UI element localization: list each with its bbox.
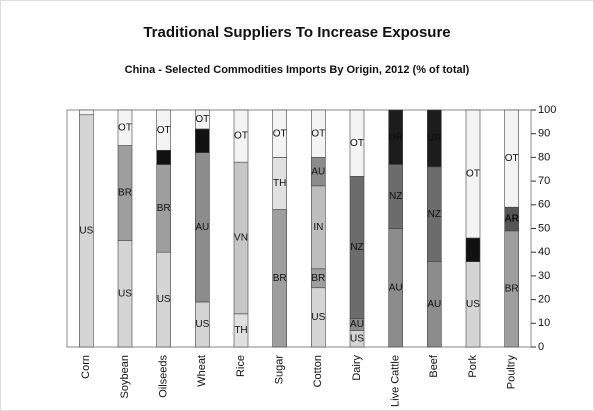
segment-label: UR	[388, 132, 403, 143]
bar-segment	[79, 109, 94, 116]
x-tick-label: Wheat	[196, 355, 208, 387]
segment-label: US	[79, 226, 93, 237]
segment-label: AU	[427, 299, 441, 310]
y-tick-label: 70	[538, 175, 550, 187]
x-tick-label: Poultry	[506, 355, 518, 390]
segment-label: US	[118, 288, 132, 299]
segment-label: AU	[311, 166, 325, 177]
segment-label: US	[466, 299, 480, 310]
segment-label: US	[195, 319, 209, 330]
y-tick-label: 80	[538, 151, 550, 163]
segment-label: CN	[195, 135, 209, 146]
segment-label: BR	[157, 203, 171, 214]
segment-label: OT	[195, 114, 209, 125]
segment-label: OT	[311, 128, 325, 139]
segment-label: BR	[273, 273, 287, 284]
y-tick-label: 10	[538, 317, 550, 329]
chart-title: Traditional Suppliers To Increase Exposu…	[143, 24, 450, 41]
segment-label: BR	[311, 273, 325, 284]
segment-label: AU	[389, 282, 403, 293]
segment-label: TH	[234, 325, 247, 336]
segment-label: OT	[466, 169, 480, 180]
x-tick-label: Sugar	[274, 355, 286, 385]
x-tick-label: Pork	[467, 355, 479, 378]
segment-label: OT	[118, 122, 132, 133]
segment-label: US	[311, 312, 325, 323]
x-tick-label: Rice	[235, 355, 247, 377]
segment-label: CN	[466, 244, 480, 255]
segment-label: UR	[427, 133, 442, 144]
bar-segment	[349, 109, 365, 177]
bar-segment	[504, 109, 519, 208]
x-tick-label: Corn	[80, 355, 92, 379]
x-tick-label: Beef	[428, 354, 440, 378]
segment-label: OT	[273, 128, 287, 139]
x-tick-label: Soybean	[119, 355, 131, 398]
x-tick-label: Cotton	[312, 355, 324, 387]
segment-label: OT	[505, 153, 519, 164]
segment-label: OT	[234, 131, 248, 142]
bar-segment	[233, 109, 249, 163]
segment-label: IN	[313, 222, 323, 233]
segment-label: NZ	[428, 209, 441, 220]
segment-label: AU	[195, 222, 209, 233]
bar-segment	[311, 109, 326, 158]
x-tick-label: Live Cattle	[390, 355, 402, 407]
segment-label: TH	[273, 178, 286, 189]
bar-segment	[388, 109, 403, 165]
chart-subtitle: China - Selected Commodities Imports By …	[125, 64, 470, 76]
segment-label: US	[350, 333, 364, 344]
segment-label: BR	[505, 284, 519, 295]
bar-segment	[195, 109, 210, 130]
bar-segment	[117, 109, 133, 146]
y-tick-label: 30	[538, 270, 550, 282]
segment-label: AR	[504, 214, 519, 225]
y-tick-label: 90	[538, 128, 550, 140]
bar-segment	[156, 109, 171, 151]
segment-label: US	[157, 294, 171, 305]
segment-label: NZ	[350, 242, 363, 253]
bar-segment	[427, 109, 442, 168]
y-tick-label: 40	[538, 246, 550, 258]
segment-label: BR	[118, 188, 132, 199]
bar-segment	[272, 109, 287, 158]
y-tick-label: 100	[538, 104, 556, 116]
y-tick-label: 0	[538, 341, 544, 353]
x-tick-label: Dairy	[351, 355, 363, 381]
segment-label: AU	[350, 319, 364, 330]
segment-label: OT	[350, 138, 364, 149]
y-tick-label: 60	[538, 199, 550, 211]
segment-label: CN	[156, 152, 170, 163]
bar-segment	[465, 109, 481, 239]
x-tick-label: Oilseeds	[158, 355, 170, 398]
segment-label: VN	[234, 233, 248, 244]
segment-label: OT	[157, 125, 171, 136]
y-tick-label: 50	[538, 222, 550, 234]
y-tick-label: 20	[538, 294, 550, 306]
segment-label: NZ	[389, 191, 402, 202]
